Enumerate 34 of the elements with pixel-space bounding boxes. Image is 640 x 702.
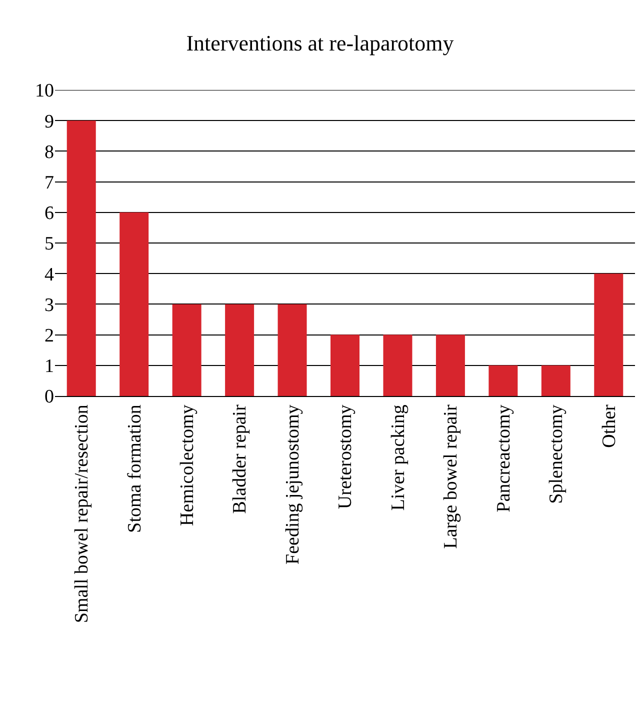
bar xyxy=(436,334,465,396)
bar xyxy=(278,304,307,396)
y-tick-label: 6 xyxy=(44,203,54,224)
y-tick-label: 2 xyxy=(44,325,54,346)
bar xyxy=(120,212,149,396)
x-tick-label: Bladder repair xyxy=(230,404,251,514)
y-tick-label: 0 xyxy=(44,386,54,408)
x-tick-label: Splenectomy xyxy=(546,404,568,504)
y-tick-label: 3 xyxy=(44,294,54,316)
y-tick-label: 5 xyxy=(44,234,54,255)
bar xyxy=(330,334,360,396)
y-tick-label: 4 xyxy=(44,264,54,286)
x-tick-label: Feeding jejunostomy xyxy=(282,404,304,565)
bar xyxy=(172,304,202,396)
x-tick-label: Liver packing xyxy=(388,404,409,511)
y-tick-label: 1 xyxy=(44,356,54,378)
bar xyxy=(594,274,624,396)
x-tick-label: Stoma formation xyxy=(124,404,146,533)
x-tick-label: Large bowel repair xyxy=(440,404,462,549)
x-tick-label: Ureterostomy xyxy=(335,404,356,510)
bar xyxy=(383,334,412,396)
y-tick-label: 10 xyxy=(35,80,54,102)
y-tick-label: 7 xyxy=(44,172,54,194)
x-tick-label: Small bowel repair/resection xyxy=(72,404,93,624)
chart-title: Interventions at re-laparotomy xyxy=(186,30,454,56)
bar xyxy=(66,120,96,396)
x-tick-label: Other xyxy=(598,404,620,448)
x-tick-label: Hemicolectomy xyxy=(176,404,198,526)
x-tick-label: Pancreactomy xyxy=(493,404,514,512)
y-tick-label: 9 xyxy=(44,111,54,132)
bar xyxy=(225,304,254,396)
bar xyxy=(541,365,570,396)
y-tick-label: 8 xyxy=(44,142,54,163)
bar xyxy=(488,365,518,396)
